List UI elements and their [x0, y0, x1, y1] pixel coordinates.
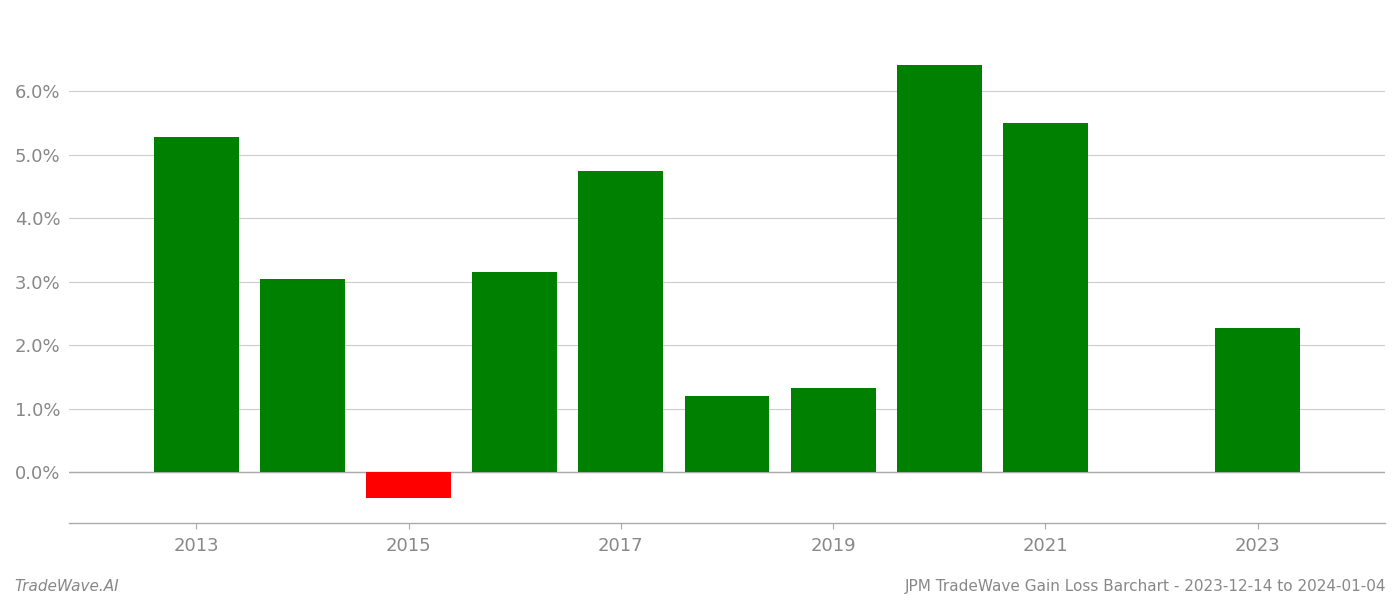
Bar: [367, 472, 451, 498]
Bar: [578, 170, 664, 472]
Text: TradeWave.AI: TradeWave.AI: [14, 579, 119, 594]
Bar: [1002, 123, 1088, 472]
Bar: [1215, 328, 1301, 472]
Text: JPM TradeWave Gain Loss Barchart - 2023-12-14 to 2024-01-04: JPM TradeWave Gain Loss Barchart - 2023-…: [904, 579, 1386, 594]
Bar: [791, 388, 875, 472]
Bar: [260, 278, 344, 472]
Bar: [897, 65, 981, 472]
Bar: [154, 137, 239, 472]
Bar: [472, 272, 557, 472]
Bar: [685, 396, 770, 472]
